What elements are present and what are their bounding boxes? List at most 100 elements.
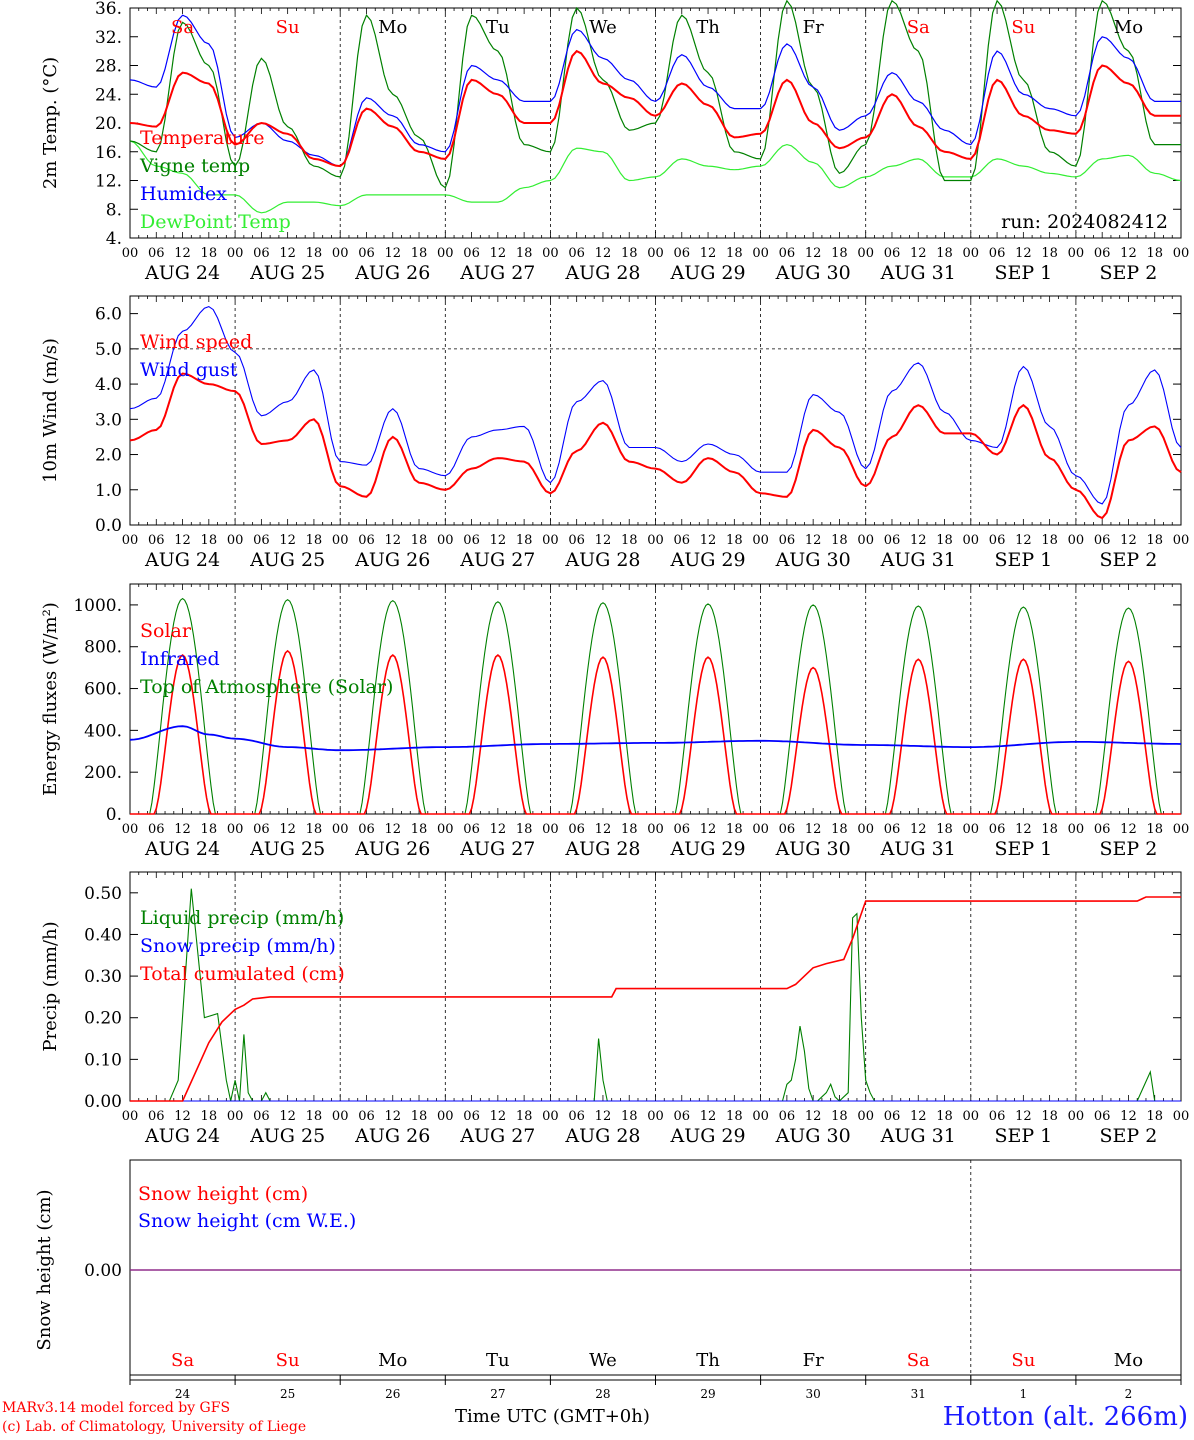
hour-tick-label: 06: [674, 1109, 691, 1124]
hour-tick-label: 00: [1068, 533, 1085, 548]
hour-tick-label: 18: [201, 822, 218, 837]
hour-tick-label: 12: [910, 822, 927, 837]
hour-tick-label: 18: [621, 246, 638, 261]
legend-top-of-atmosphere-solar-: Top of Atmosphere (Solar): [140, 676, 393, 698]
hour-tick-label: 18: [1041, 1109, 1058, 1124]
hour-tick-label: 06: [674, 822, 691, 837]
weekday-label: Sa: [171, 17, 194, 38]
footer-lab: (c) Lab. of Climatology, University of L…: [2, 1419, 307, 1435]
hour-tick-label: 12: [490, 822, 507, 837]
y-tick-label: 20.: [95, 114, 122, 134]
hour-tick-label: 00: [332, 1109, 349, 1124]
hour-tick-label: 00: [752, 246, 769, 261]
hour-tick-label: 12: [174, 822, 191, 837]
hour-tick-label: 18: [831, 533, 848, 548]
hour-tick-label: 06: [148, 822, 165, 837]
date-label: SEP 1: [994, 1125, 1052, 1147]
hour-tick-label: 12: [910, 246, 927, 261]
hour-tick-label: 12: [700, 1109, 717, 1124]
date-label: AUG 27: [459, 262, 535, 284]
weekday-label: Fr: [803, 1350, 824, 1371]
y-tick-label: 1.0: [95, 481, 122, 501]
hour-tick-label: 18: [1041, 246, 1058, 261]
series-dewpoint-temp: [129, 140, 1182, 214]
hour-tick-label: 06: [253, 533, 270, 548]
hour-tick-label: 00: [1173, 822, 1190, 837]
hour-tick-label: 18: [411, 246, 428, 261]
hour-tick-label: 12: [384, 1109, 401, 1124]
date-label: AUG 31: [880, 1125, 956, 1147]
weekday-label: Mo: [378, 1350, 407, 1371]
hour-tick-label: 18: [831, 246, 848, 261]
y-axis-title: Energy fluxes (W/m²): [40, 602, 61, 796]
date-label: AUG 29: [669, 838, 745, 860]
hour-tick-label: 12: [1015, 246, 1032, 261]
hour-tick-label: 12: [910, 533, 927, 548]
hour-tick-label: 12: [1015, 822, 1032, 837]
hour-tick-label: 18: [621, 533, 638, 548]
date-label: AUG 30: [775, 838, 851, 860]
date-label: AUG 28: [564, 262, 640, 284]
hour-tick-label: 06: [779, 246, 796, 261]
hour-tick-label: 12: [384, 533, 401, 548]
hour-tick-label: 12: [1015, 1109, 1032, 1124]
date-label: SEP 2: [1100, 1125, 1158, 1147]
hour-tick-label: 06: [358, 533, 375, 548]
hour-tick-label: 18: [831, 1109, 848, 1124]
hour-tick-label: 00: [437, 1109, 454, 1124]
weekday-label: Th: [696, 1350, 720, 1371]
legend-vigne-temp: Vigne temp: [139, 155, 250, 177]
hour-tick-label: 12: [805, 533, 822, 548]
hour-tick-label: 00: [227, 246, 244, 261]
hour-tick-label: 00: [1173, 246, 1190, 261]
hour-tick-label: 12: [700, 822, 717, 837]
hour-tick-label: 00: [963, 246, 980, 261]
date-label: AUG 27: [459, 549, 535, 571]
date-label: AUG 25: [249, 1125, 325, 1147]
location-label: Hotton (alt. 266m): [942, 1402, 1188, 1432]
hour-tick-label: 18: [831, 822, 848, 837]
y-axis-title: Precip (mm/h): [40, 921, 61, 1051]
hour-tick-label: 12: [1120, 1109, 1137, 1124]
hour-tick-label: 12: [279, 822, 296, 837]
hour-tick-label: 06: [463, 533, 480, 548]
time-axis-label: Time UTC (GMT+0h): [455, 1406, 650, 1427]
hour-tick-label: 00: [332, 533, 349, 548]
hour-tick-label: 00: [963, 1109, 980, 1124]
hour-tick-label: 12: [279, 533, 296, 548]
hour-tick-label: 00: [752, 533, 769, 548]
hour-tick-label: 06: [253, 1109, 270, 1124]
day-number-label: 30: [806, 1387, 821, 1401]
weekday-label: Fr: [803, 17, 824, 38]
series-infrared: [129, 725, 1182, 752]
weekday-label: Su: [1011, 17, 1035, 38]
hour-tick-label: 18: [201, 1109, 218, 1124]
hour-tick-label: 00: [1173, 533, 1190, 548]
hour-tick-label: 18: [411, 822, 428, 837]
hour-tick-label: 06: [148, 1109, 165, 1124]
date-label: AUG 30: [775, 262, 851, 284]
hour-tick-label: 06: [989, 246, 1006, 261]
hour-tick-label: 18: [411, 533, 428, 548]
hour-tick-label: 00: [752, 1109, 769, 1124]
hour-tick-label: 00: [857, 246, 874, 261]
date-label: AUG 25: [249, 838, 325, 860]
series-temperature: [129, 49, 1181, 168]
y-tick-label: 1000.: [73, 596, 122, 616]
hour-tick-label: 06: [674, 246, 691, 261]
hour-tick-label: 06: [358, 246, 375, 261]
day-number-label: 24: [175, 1387, 191, 1401]
hour-tick-label: 12: [805, 1109, 822, 1124]
hour-tick-label: 06: [253, 246, 270, 261]
hour-tick-label: 00: [1068, 822, 1085, 837]
date-label: SEP 1: [994, 262, 1052, 284]
hour-tick-label: 06: [568, 246, 585, 261]
weekday-label: Sa: [171, 1350, 194, 1371]
hour-tick-label: 06: [884, 246, 901, 261]
date-label: AUG 31: [880, 838, 956, 860]
hour-tick-label: 06: [1094, 246, 1111, 261]
legend-infrared: Infrared: [140, 648, 220, 670]
hour-tick-label: 00: [227, 533, 244, 548]
hour-tick-label: 18: [1041, 533, 1058, 548]
y-tick-label: 0.00: [84, 1261, 122, 1281]
